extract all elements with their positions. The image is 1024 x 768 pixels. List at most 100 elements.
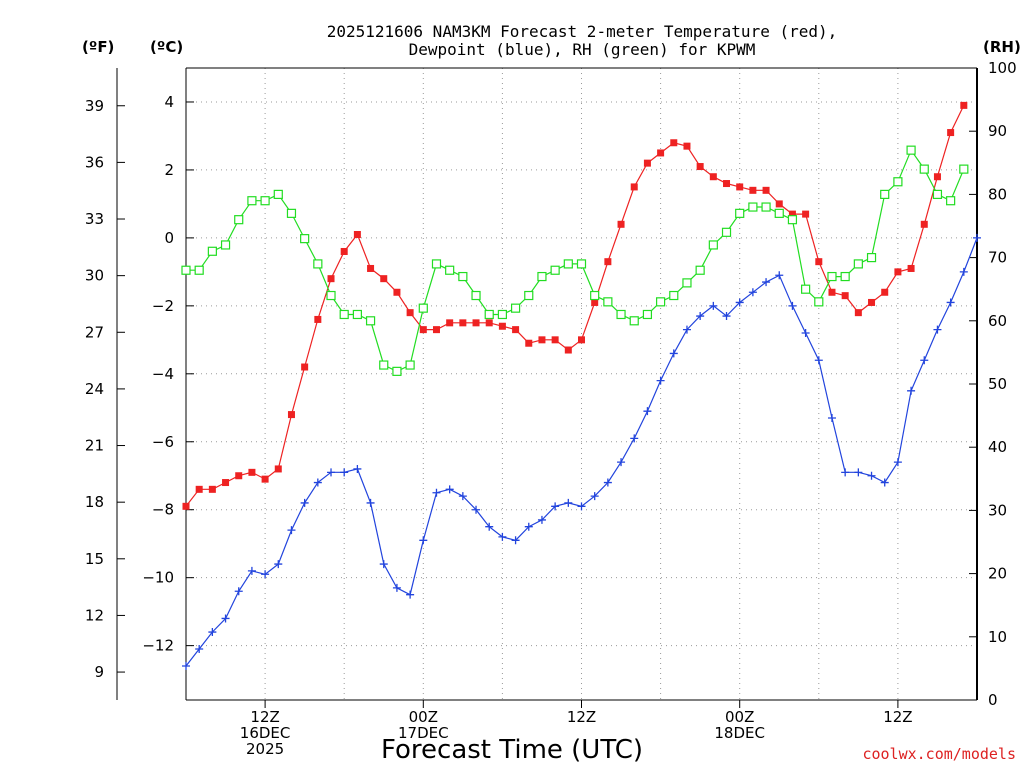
rh-point bbox=[801, 284, 811, 294]
dewpoint-point bbox=[577, 502, 586, 511]
celsius-tick-label: −2 bbox=[152, 297, 174, 315]
dewpoint-point bbox=[234, 587, 243, 596]
rh-point bbox=[458, 271, 468, 282]
temperature-point bbox=[564, 346, 572, 354]
dewpoint-point bbox=[340, 468, 349, 477]
celsius-tick-label: −10 bbox=[142, 569, 174, 587]
dewpoint-point bbox=[880, 478, 889, 487]
rh-point bbox=[814, 297, 824, 307]
rh-point bbox=[616, 309, 626, 320]
rh-point bbox=[590, 290, 600, 301]
x-tick-label: 00Z bbox=[409, 708, 438, 726]
fahrenheit-tick-label: 15 bbox=[85, 550, 104, 568]
dewpoint-point bbox=[748, 288, 757, 297]
dewpoint-point bbox=[445, 485, 454, 494]
rh-point bbox=[300, 234, 310, 244]
temperature-point bbox=[512, 326, 520, 334]
rh-point bbox=[273, 189, 283, 199]
dewpoint-point bbox=[630, 434, 639, 443]
temperature-point bbox=[749, 186, 757, 194]
rh-tick-label: 40 bbox=[988, 438, 1007, 456]
dewpoint-point bbox=[841, 468, 850, 477]
rh-point bbox=[629, 316, 639, 326]
dewpoint-point bbox=[959, 267, 968, 276]
rh-point bbox=[695, 265, 705, 275]
celsius-tick-label: 2 bbox=[164, 161, 174, 179]
temperature-point bbox=[274, 465, 282, 473]
x-tick-label: 12Z bbox=[567, 708, 596, 726]
temperature-point bbox=[208, 485, 216, 493]
rh-point bbox=[919, 164, 929, 174]
temperature-line bbox=[185, 105, 965, 507]
temperature-point bbox=[815, 258, 823, 266]
rh-point bbox=[682, 278, 692, 288]
rh-point bbox=[392, 366, 402, 376]
temperature-point bbox=[525, 339, 533, 347]
temperature-point bbox=[459, 319, 467, 327]
dewpoint-point bbox=[261, 570, 270, 579]
rh-point bbox=[748, 202, 758, 212]
rh-point bbox=[352, 309, 362, 320]
dewpoint-point bbox=[472, 505, 481, 514]
dewpoint-point bbox=[801, 329, 810, 338]
chart-title-line-1: 2025121606 NAM3KM Forecast 2-meter Tempe… bbox=[327, 22, 838, 41]
series-layer bbox=[182, 101, 981, 671]
temperature-point bbox=[340, 247, 348, 255]
temperature-point bbox=[578, 336, 585, 344]
temperature-point bbox=[841, 292, 849, 300]
dewpoint-point bbox=[617, 458, 626, 467]
rh-point bbox=[576, 259, 587, 269]
temperature-point bbox=[960, 101, 968, 109]
rh-tick-label: 80 bbox=[988, 185, 1007, 203]
temperature-point bbox=[775, 200, 783, 208]
temperature-point bbox=[182, 502, 190, 510]
temperature-point bbox=[432, 326, 440, 334]
celsius-tick-label: −8 bbox=[152, 501, 174, 519]
temperature-point bbox=[670, 139, 678, 147]
rh-point bbox=[827, 271, 837, 282]
x-axis-title: Forecast Time (UTC) bbox=[381, 735, 643, 765]
fahrenheit-tick-label: 9 bbox=[94, 663, 104, 681]
dewpoint-point bbox=[327, 468, 336, 477]
rh-tick-label: 90 bbox=[988, 122, 1007, 140]
rh-point bbox=[247, 196, 257, 206]
temperature-point bbox=[762, 186, 770, 194]
temperature-point bbox=[446, 319, 454, 327]
dewpoint-point bbox=[946, 298, 955, 307]
rh-point bbox=[840, 271, 850, 282]
dewpoint-point bbox=[458, 492, 467, 501]
rh-point bbox=[866, 253, 877, 263]
temperature-point bbox=[591, 298, 599, 306]
rh-point bbox=[524, 290, 534, 301]
rh-point bbox=[207, 246, 217, 256]
dewpoint-point bbox=[603, 478, 612, 487]
temperature-point bbox=[261, 475, 269, 483]
temperature-point bbox=[380, 275, 388, 283]
temperature-point bbox=[643, 159, 651, 167]
rh-point bbox=[260, 196, 270, 206]
rh-line bbox=[186, 148, 965, 373]
fahrenheit-tick-label: 39 bbox=[85, 97, 104, 115]
fahrenheit-tick-label: 36 bbox=[85, 153, 104, 171]
x-tick-label: 17DEC bbox=[398, 724, 449, 742]
temperature-point bbox=[222, 479, 230, 487]
rh-point bbox=[405, 360, 415, 370]
rh-point bbox=[787, 215, 798, 225]
celsius-tick-label: 4 bbox=[164, 93, 174, 111]
dewpoint-point bbox=[775, 271, 784, 280]
rh-point bbox=[655, 297, 666, 307]
rh-point bbox=[313, 259, 323, 269]
dewpoint-point bbox=[392, 583, 401, 592]
temperature-point bbox=[393, 288, 401, 296]
dewpoint-point bbox=[696, 312, 705, 321]
temperature-point bbox=[854, 309, 862, 317]
temperature-point bbox=[933, 173, 941, 181]
dewpoint-point bbox=[669, 349, 678, 358]
gridlines bbox=[186, 68, 977, 700]
temperature-point bbox=[538, 336, 546, 344]
dewpoint-point bbox=[893, 458, 902, 467]
rh-point bbox=[286, 208, 297, 218]
dewpoint-line bbox=[185, 237, 978, 667]
x-tick-label: 2025 bbox=[246, 740, 284, 758]
